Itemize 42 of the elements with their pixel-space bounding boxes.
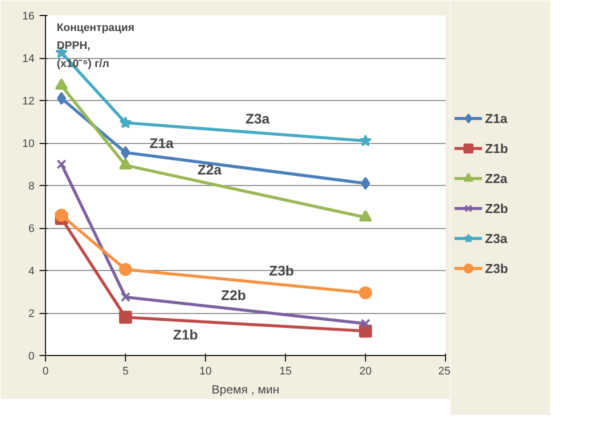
point xyxy=(119,310,132,324)
text: Z1b xyxy=(173,326,198,343)
point xyxy=(360,318,370,329)
point xyxy=(55,78,68,90)
point xyxy=(56,92,66,105)
x-tick-label: 10 xyxy=(199,366,212,378)
legend-label: Z3a xyxy=(485,230,508,246)
point xyxy=(56,159,66,170)
y-tick-label: 12 xyxy=(22,96,35,108)
y-tick-label: 0 xyxy=(28,350,35,362)
y-tick-label: 16 xyxy=(22,10,35,22)
y-tick-label: 4 xyxy=(28,266,35,278)
legend-label: Z1b xyxy=(485,140,508,156)
x-tick-label: 5 xyxy=(122,366,129,378)
x-tick-label: 0 xyxy=(42,366,49,378)
text: Z3a xyxy=(245,110,270,127)
y-tick-label: 6 xyxy=(28,223,35,235)
point xyxy=(119,158,132,170)
point xyxy=(120,292,130,302)
legend-label: Z2a xyxy=(485,170,508,186)
point xyxy=(359,210,372,222)
y-tick-label: 10 xyxy=(22,138,35,150)
point xyxy=(359,286,372,300)
point xyxy=(55,208,68,222)
legend-label: Z3b xyxy=(485,260,508,276)
x-axis-title: Время , мин xyxy=(212,382,280,396)
x-tick-label: 20 xyxy=(359,366,372,378)
y-tick-label: 2 xyxy=(28,308,35,320)
point xyxy=(119,116,132,128)
point xyxy=(119,262,132,276)
x-tick-label: 15 xyxy=(279,366,292,378)
legend-label: Z1a xyxy=(485,110,508,126)
point xyxy=(360,176,370,190)
text: Z2b xyxy=(221,287,246,304)
legend-label: Z2b xyxy=(485,200,508,216)
y-tick-label: 8 xyxy=(28,180,35,192)
y-tick-label: 14 xyxy=(22,53,35,65)
point xyxy=(359,134,372,146)
point xyxy=(359,324,372,338)
text: Z2a xyxy=(197,162,222,178)
x-tick-label: 25 xyxy=(438,366,451,378)
point xyxy=(120,146,130,160)
